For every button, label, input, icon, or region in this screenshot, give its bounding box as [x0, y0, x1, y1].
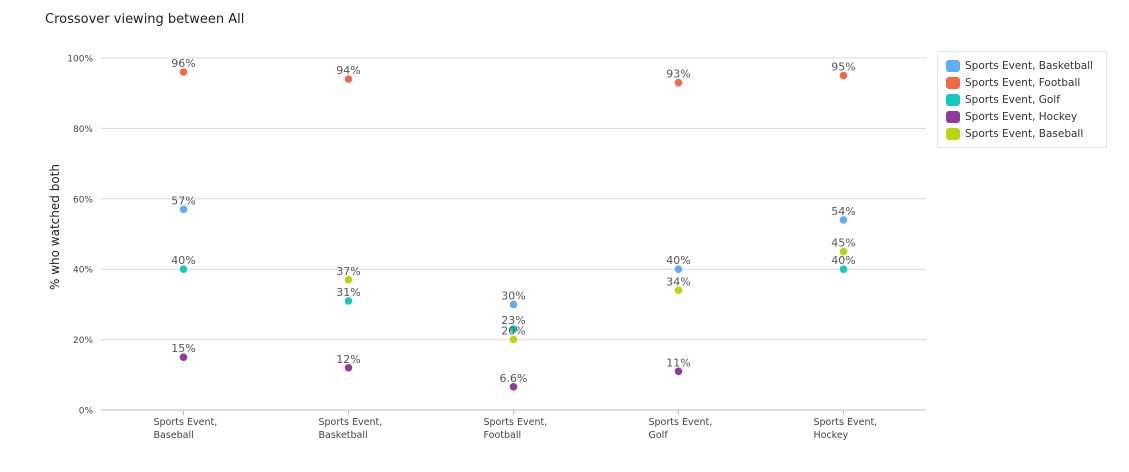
y-tick-label: 60%	[73, 195, 93, 205]
scatter-plot: 0% 20% 40% 60% 80% 100% Sports Event, Baseball S…	[67, 55, 926, 441]
data-point	[344, 297, 353, 305]
data-label: 31%	[336, 286, 360, 299]
data-label: 95%	[831, 61, 855, 74]
legend-swatch	[946, 110, 960, 123]
y-tick-label: 40%	[73, 266, 93, 276]
data-label: 57%	[171, 194, 195, 207]
data-label: 93%	[666, 68, 690, 81]
data-point	[674, 265, 683, 274]
data-label: 37%	[336, 265, 360, 278]
legend-item[interactable]: Sports Event, Basketball	[946, 57, 1106, 74]
chart-title: Crossover viewing between All	[45, 12, 245, 27]
data-point	[839, 216, 848, 224]
y-tick-label: 100%	[67, 55, 93, 65]
legend-swatch	[946, 59, 960, 72]
data-label: 11%	[666, 356, 690, 369]
data-point	[344, 75, 353, 83]
legend-swatch	[946, 93, 960, 106]
legend-label: Sports Event, Hockey	[965, 110, 1078, 123]
legend-swatch	[946, 76, 960, 89]
legend-item[interactable]: Sports Event, Football	[946, 74, 1106, 91]
legend-item[interactable]: Sports Event, Hockey	[946, 108, 1106, 125]
data-point	[674, 367, 683, 376]
data-label: 94%	[336, 64, 360, 77]
data-point	[509, 335, 518, 344]
y-tick-label: 20%	[73, 336, 93, 346]
legend-label: Sports Event, Football	[965, 76, 1081, 89]
data-label: 12%	[336, 353, 360, 366]
x-tick-label: Baseball	[154, 430, 194, 441]
data-point	[674, 78, 683, 87]
x-tick-label: Sports Event,	[649, 417, 713, 428]
x-tick-label: Basketball	[319, 430, 368, 441]
y-tick-label: 0%	[79, 407, 94, 417]
legend: Sports Event, Basketball Sports Event, Fo…	[937, 51, 1107, 148]
y-axis-title: % who watched both	[48, 164, 62, 290]
data-point	[344, 363, 353, 372]
data-label: 20%	[501, 325, 525, 338]
data-point	[839, 265, 848, 274]
legend-label: Sports Event, Baseball	[965, 127, 1084, 140]
data-label: 96%	[171, 57, 195, 70]
data-point	[509, 382, 518, 391]
x-tick-label: Football	[484, 430, 522, 441]
data-point	[179, 68, 188, 76]
data-point	[839, 247, 848, 256]
legend-item[interactable]: Sports Event, Baseball	[946, 125, 1106, 142]
data-label: 54%	[831, 205, 855, 218]
x-tick-label: Sports Event,	[319, 417, 383, 428]
data-label: 40%	[171, 254, 195, 267]
x-tick-label: Sports Event,	[814, 417, 878, 428]
legend-swatch	[946, 127, 960, 140]
y-tick-label: 80%	[73, 125, 93, 135]
data-point	[839, 71, 848, 80]
data-label: 40%	[831, 254, 855, 267]
x-tick-label: Sports Event,	[154, 417, 218, 428]
data-point	[509, 325, 518, 333]
data-point	[179, 353, 188, 362]
x-tick-label: Golf	[649, 430, 669, 441]
data-label: 23%	[501, 314, 525, 327]
x-tick-label: Sports Event,	[484, 417, 548, 428]
data-label: 34%	[666, 275, 690, 288]
x-tick-label: Hockey	[814, 430, 849, 441]
data-point	[179, 205, 188, 214]
data-point	[509, 300, 518, 309]
data-point	[674, 286, 683, 295]
data-label: 15%	[171, 342, 195, 355]
legend-label: Sports Event, Golf	[965, 93, 1060, 106]
data-point	[179, 265, 188, 274]
data-label: 45%	[831, 237, 855, 250]
data-label: 40%	[666, 254, 690, 267]
data-point	[344, 275, 353, 284]
data-label: 30%	[501, 289, 525, 302]
legend-label: Sports Event, Basketball	[965, 59, 1094, 72]
data-label: 6.6%	[500, 372, 528, 385]
legend-item[interactable]: Sports Event, Golf	[946, 91, 1106, 108]
